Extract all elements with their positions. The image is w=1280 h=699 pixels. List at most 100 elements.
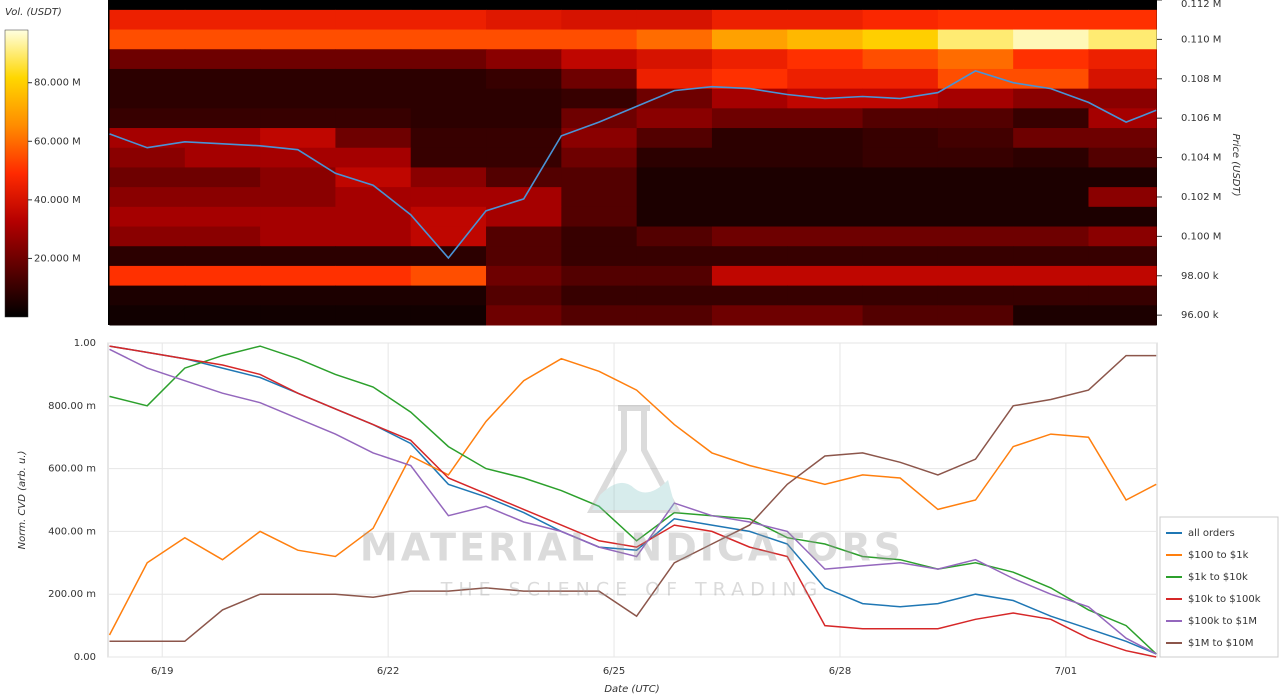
heatmap-cell <box>1013 206 1089 228</box>
legend-label: $10k to $100k <box>1188 594 1261 605</box>
heatmap-cell <box>636 49 713 70</box>
heatmap-cell <box>335 9 412 31</box>
x-tick-label: 6/22 <box>377 666 399 677</box>
heatmap-cell <box>561 226 638 247</box>
heatmap-cell <box>711 167 788 188</box>
y-tick-label: 1.00 <box>74 338 96 349</box>
heatmap-cell <box>1013 29 1089 50</box>
heatmap-cell <box>636 305 713 326</box>
heatmap-cell <box>636 29 713 50</box>
heatmap-cell <box>862 226 939 247</box>
heatmap-cell <box>184 68 261 90</box>
heatmap-cell <box>862 285 939 306</box>
heatmap-cell <box>711 265 788 287</box>
heatmap-cell <box>1013 187 1089 208</box>
x-tick-label: 6/25 <box>603 666 625 677</box>
heatmap-cell <box>260 265 336 287</box>
heatmap-cell <box>636 68 713 90</box>
heatmap-cell <box>486 9 562 31</box>
heatmap-cell <box>184 167 261 188</box>
heatmap-cell <box>335 305 412 326</box>
price-tick-label: 96.00 k <box>1181 310 1219 321</box>
heatmap-cell <box>410 108 487 129</box>
heatmap-cell <box>636 167 713 188</box>
price-tick-label: 0.100 M <box>1181 231 1221 242</box>
heatmap-cell <box>862 167 939 188</box>
heatmap-cell <box>787 187 864 208</box>
heatmap-cell <box>711 9 788 31</box>
colorbar-tick-label: 20.000 M <box>34 253 81 264</box>
heatmap-cell <box>1013 305 1089 326</box>
heatmap-cell <box>486 108 562 129</box>
heatmap-cell <box>184 108 261 129</box>
heatmap-cell <box>636 265 713 287</box>
heatmap-cell <box>937 285 1014 306</box>
heatmap-cell <box>561 305 638 326</box>
heatmap-cell <box>184 187 261 208</box>
colorbar <box>4 29 29 318</box>
heatmap-cell <box>937 147 1014 168</box>
heatmap-cell <box>486 88 562 109</box>
heatmap-cell <box>787 167 864 188</box>
heatmap-cell <box>636 285 713 306</box>
x-tick-label: 6/19 <box>151 666 173 677</box>
heatmap-cell <box>937 88 1014 109</box>
heatmap-cell <box>711 246 788 267</box>
heatmap-cell <box>937 49 1014 70</box>
legend-label: all orders <box>1188 528 1235 539</box>
heatmap-cell <box>937 305 1014 326</box>
heatmap-cell <box>109 49 186 70</box>
price-tick-label: 0.104 M <box>1181 153 1221 164</box>
heatmap-cell <box>260 226 336 247</box>
heatmap-cell <box>335 187 412 208</box>
heatmap-cell <box>486 68 562 90</box>
legend-label: $100 to $1k <box>1188 550 1249 561</box>
watermark-flask <box>587 405 681 513</box>
colorbar-tick-label: 80.000 M <box>34 78 81 89</box>
cvd-line <box>109 354 1157 643</box>
heatmap-cell <box>109 187 186 208</box>
heatmap-cell <box>1088 88 1157 109</box>
heatmap-cell <box>937 187 1014 208</box>
heatmap-cell <box>711 68 788 90</box>
heatmap-cell <box>335 68 412 90</box>
heatmap-cell <box>1088 68 1157 90</box>
heatmap-cell <box>184 29 261 50</box>
heatmap-cell <box>1088 49 1157 70</box>
heatmap-cell <box>937 226 1014 247</box>
heatmap-cell <box>862 246 939 267</box>
heatmap-cell <box>787 128 864 149</box>
heatmap-cell <box>184 9 261 31</box>
heatmap-cell <box>486 285 562 306</box>
heatmap-cell <box>787 265 864 287</box>
heatmap-cell <box>1013 9 1089 31</box>
heatmap-cell <box>636 128 713 149</box>
heatmap-cell <box>410 285 487 306</box>
watermark: MATERIAL INDICATORS THE SCIENCE OF TRADI… <box>360 405 901 601</box>
heatmap-cell <box>486 265 562 287</box>
heatmap-cell <box>1088 305 1157 326</box>
heatmap-cell <box>862 206 939 228</box>
heatmap-cell <box>184 246 261 267</box>
heatmap-cell <box>1013 49 1089 70</box>
heatmap-cell <box>787 246 864 267</box>
heatmap-cell <box>184 88 261 109</box>
cvd-line <box>109 345 1157 655</box>
heatmap-cell <box>1088 246 1157 267</box>
heatmap-cell <box>260 49 336 70</box>
heatmap-cell <box>335 49 412 70</box>
heatmap-cell <box>1013 88 1089 109</box>
heatmap-cell <box>335 285 412 306</box>
heatmap-cell <box>1013 128 1089 149</box>
price-line <box>109 70 1157 260</box>
heatmap-cell <box>787 206 864 228</box>
heatmap-cell <box>109 9 186 31</box>
heatmap-cell <box>561 9 638 31</box>
heatmap-cell <box>410 167 487 188</box>
cvd-line <box>109 348 1157 655</box>
x-tick-label: 6/28 <box>829 666 851 677</box>
heatmap-cell <box>862 305 939 326</box>
price-tick-label: 0.110 M <box>1181 34 1221 45</box>
heatmap-cell <box>410 206 487 228</box>
